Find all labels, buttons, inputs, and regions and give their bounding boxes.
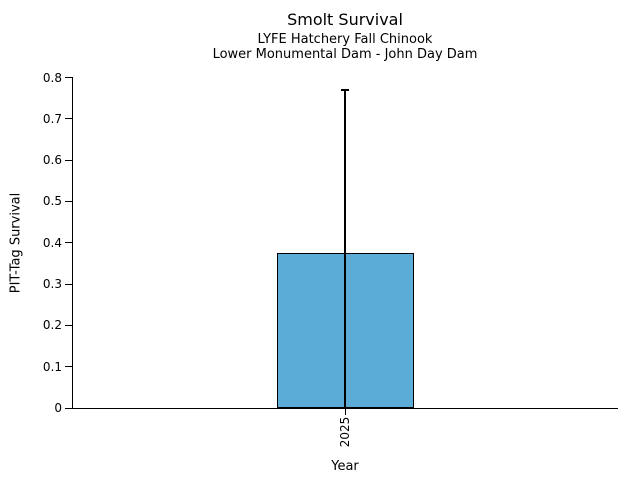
y-tick-mark	[65, 159, 72, 161]
y-tick-mark	[65, 324, 72, 326]
chart-subtitle-line2: Lower Monumental Dam - John Day Dam	[212, 47, 478, 62]
y-tick-mark	[65, 200, 72, 202]
y-axis-spine	[72, 77, 73, 409]
y-tick-label: 0.6	[42, 153, 62, 168]
chart-title: Smolt Survival	[287, 10, 403, 29]
y-tick-label: 0.1	[42, 359, 62, 374]
y-tick-mark	[65, 242, 72, 244]
y-tick-label: 0	[54, 401, 62, 415]
y-tick-label: 0.7	[42, 111, 62, 126]
y-tick-mark	[65, 366, 72, 368]
x-tick-label: 2025	[338, 416, 352, 448]
x-axis-label: Year	[331, 459, 359, 474]
error-bar-cap	[341, 89, 349, 91]
y-tick-mark	[65, 407, 72, 409]
error-bar-line	[344, 89, 346, 408]
y-tick-mark	[65, 283, 72, 285]
y-tick-label: 0.5	[42, 194, 62, 209]
y-tick-label: 0.2	[42, 318, 62, 333]
chart-subtitle-line1: LYFE Hatchery Fall Chinook	[257, 32, 433, 47]
y-tick-label: 0.4	[42, 235, 62, 250]
x-tick-mark	[344, 409, 346, 415]
y-tick-mark	[65, 77, 72, 78]
x-axis-spine	[72, 408, 618, 409]
y-tick-label: 0.8	[42, 70, 62, 85]
y-tick-mark	[65, 118, 72, 120]
y-tick-label: 0.3	[42, 277, 62, 292]
